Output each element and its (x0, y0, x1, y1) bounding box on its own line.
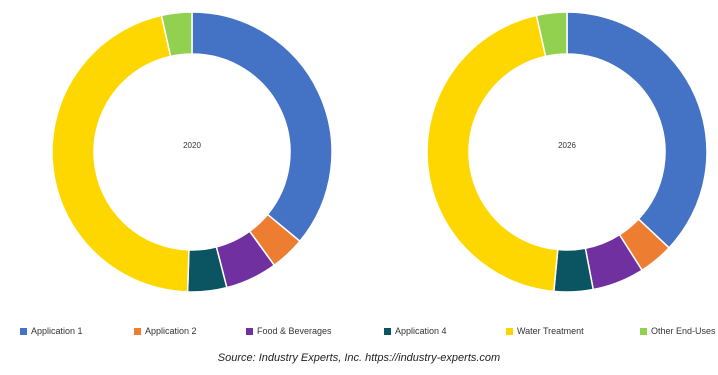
legend-item-application-4: Application 4 (384, 326, 447, 336)
donut-slice-application-1 (566, 11, 708, 249)
legend-item-other-end-uses: Other End-Uses (640, 326, 716, 336)
legend-label: Application 1 (31, 326, 83, 336)
legend-label: Application 4 (395, 326, 447, 336)
legend-swatch (134, 327, 141, 335)
donut-slice-water-treatment (51, 14, 190, 293)
donut-slice-application-1 (191, 11, 333, 243)
legend-item-application-1: Application 1 (20, 326, 83, 336)
legend: Application 1 Application 2 Food & Bever… (0, 326, 718, 342)
legend-label: Application 2 (145, 326, 197, 336)
legend-label: Food & Beverages (257, 326, 332, 336)
legend-item-application-2: Application 2 (134, 326, 197, 336)
donut-slice-water-treatment (426, 14, 559, 293)
legend-label: Other End-Uses (651, 326, 716, 336)
legend-label: Water Treatment (517, 326, 584, 336)
legend-swatch (246, 327, 253, 335)
source-note: Source: Industry Experts, Inc. https://i… (217, 352, 501, 364)
donut-center-label: 2026 (558, 141, 576, 150)
legend-item-water-treatment: Water Treatment (506, 326, 584, 336)
donut-center-label: 2020 (183, 141, 201, 150)
legend-swatch (20, 327, 27, 335)
donut-slice-other-end-uses (535, 11, 568, 58)
donut-slice-other-end-uses (160, 11, 193, 58)
legend-swatch (506, 327, 513, 335)
donut-slice-application-4 (553, 247, 595, 293)
legend-swatch (384, 327, 391, 335)
legend-item-food-beverages: Food & Beverages (246, 326, 332, 336)
legend-swatch (640, 327, 647, 335)
